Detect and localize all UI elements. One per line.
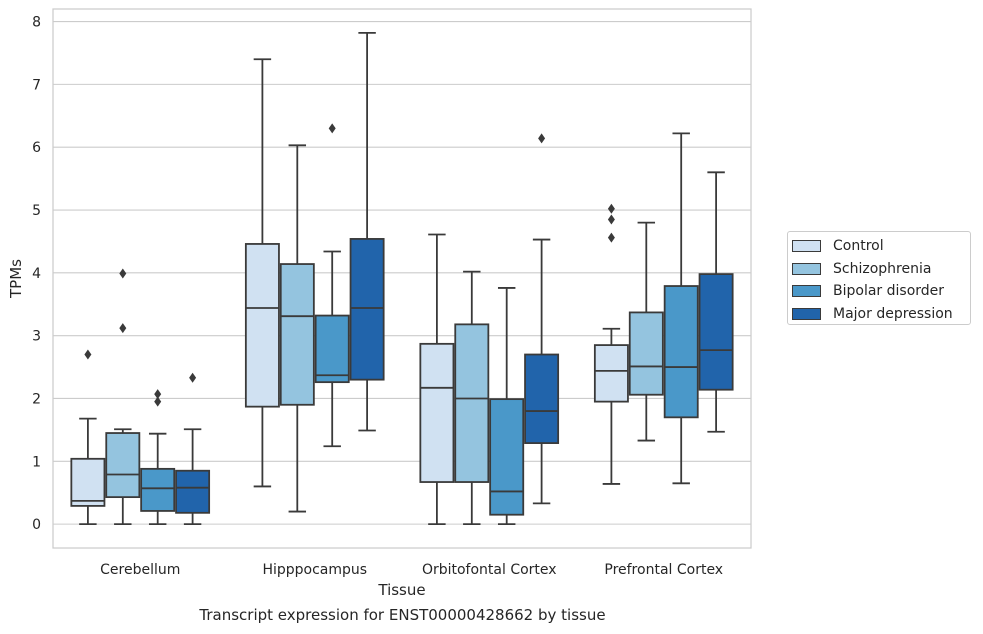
box-iqr (314, 314, 350, 384)
y-axis-label: TPMs (7, 259, 25, 299)
legend-item: Bipolar disorder (792, 280, 970, 303)
box-iqr (279, 263, 315, 406)
box-bipolar-disorder (663, 132, 699, 485)
box-iqr (105, 432, 141, 499)
box-iqr (419, 342, 455, 483)
legend-label: Control (833, 238, 884, 255)
box-iqr (593, 344, 629, 403)
box-major-depression (175, 372, 211, 526)
legend-label: Major depression (833, 305, 953, 322)
box-bipolar-disorder (140, 389, 176, 526)
outlier-point (154, 396, 162, 407)
outlier-point (84, 349, 92, 360)
box-iqr (70, 457, 106, 507)
box-iqr (349, 238, 385, 381)
outlier-point (328, 123, 336, 134)
y-tick-labels: 0 1 2 3 4 5 6 7 8 (32, 15, 41, 534)
outlier-point (119, 323, 127, 334)
x-tick-label: Prefrontal Cortex (604, 562, 723, 578)
legend-item: Control (792, 235, 970, 258)
outlier-point (189, 372, 197, 383)
box-control (593, 203, 629, 485)
y-tick-label: 1 (32, 454, 41, 470)
boxes-layer (70, 31, 734, 526)
y-tick-label: 3 (32, 329, 41, 345)
box-bipolar-disorder (489, 287, 525, 526)
box-schizophrenia (628, 221, 664, 442)
legend-swatch (792, 285, 821, 298)
y-tick-label: 4 (32, 266, 41, 282)
legend-label: Bipolar disorder (833, 283, 945, 300)
box-bipolar-disorder (314, 123, 350, 448)
x-tick-labels: Cerebellum Hipppocampus Orbitofontal Corte… (100, 562, 723, 578)
box-iqr (244, 243, 280, 408)
box-iqr (628, 311, 664, 396)
x-axis-label: Tissue (377, 581, 425, 599)
y-tick-label: 5 (32, 203, 41, 219)
x-tick-label: Cerebellum (100, 562, 180, 578)
box-iqr (175, 469, 211, 514)
legend-label: Schizophrenia (833, 260, 932, 277)
y-tick-label: 8 (32, 15, 41, 31)
box-iqr (454, 323, 490, 483)
box-iqr (663, 285, 699, 419)
y-tick-label: 6 (32, 140, 41, 156)
box-control (70, 349, 106, 526)
box-iqr (140, 467, 176, 512)
box-major-depression (349, 31, 385, 432)
y-tick-label: 0 (32, 517, 41, 533)
outlier-point (154, 389, 162, 400)
box-control (419, 233, 455, 526)
box-iqr (489, 398, 525, 516)
box-major-depression (698, 171, 734, 433)
legend-swatch (792, 307, 821, 320)
y-tick-label: 2 (32, 391, 41, 407)
legend-item: Major depression (792, 303, 970, 326)
x-tick-label: Orbitofontal Cortex (422, 562, 557, 578)
legend: Control Schizophrenia Bipolar disorder Majo… (787, 231, 971, 325)
legend-item: Schizophrenia (792, 258, 970, 281)
legend-swatch (792, 262, 821, 275)
chart-caption: Transcript expression for ENST0000042866… (199, 606, 606, 624)
box-schizophrenia (454, 270, 490, 526)
outlier-point (607, 203, 615, 214)
legend-swatch (792, 240, 821, 253)
box-iqr (524, 353, 560, 444)
outlier-point (119, 268, 127, 279)
box-iqr (698, 273, 734, 391)
y-tick-label: 7 (32, 77, 41, 93)
box-schizophrenia (105, 268, 141, 526)
box-major-depression (524, 133, 560, 505)
box-control (244, 58, 280, 488)
plot-frame (52, 8, 752, 549)
box-schizophrenia (279, 144, 315, 513)
x-tick-label: Hipppocampus (262, 562, 367, 578)
outlier-point (538, 133, 546, 144)
gridlines (53, 21, 751, 525)
outlier-point (607, 214, 615, 225)
outlier-point (607, 232, 615, 243)
